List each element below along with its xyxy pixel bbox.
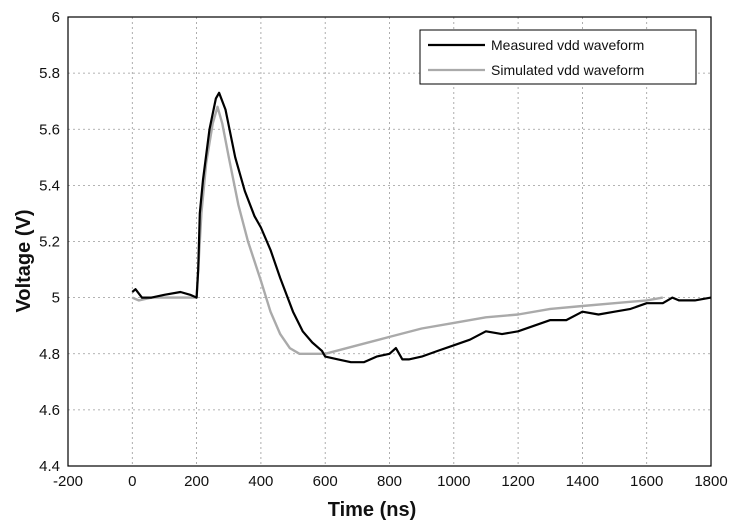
x-tick-label: 1400 <box>566 473 599 490</box>
y-tick-label: 5.6 <box>39 121 60 138</box>
x-tick-label: -200 <box>53 473 83 490</box>
y-tick-label: 4.8 <box>39 346 60 363</box>
legend-label-simulated: Simulated vdd waveform <box>491 62 644 78</box>
y-tick-label: 4.4 <box>39 458 60 475</box>
legend: Measured vdd waveform Simulated vdd wave… <box>419 29 697 85</box>
y-tick-label: 5 <box>52 290 60 307</box>
legend-box <box>419 29 697 85</box>
x-axis-title: Time (ns) <box>328 499 417 521</box>
x-tick-label: 1000 <box>437 473 470 490</box>
y-tick-label: 5.2 <box>39 234 60 251</box>
x-tick-label: 0 <box>128 473 136 490</box>
y-axis-title: Voltage (V) <box>13 210 35 313</box>
y-tick-label: 5.4 <box>39 177 60 194</box>
series-line-measured <box>131 91 712 364</box>
legend-label-measured: Measured vdd waveform <box>491 37 644 53</box>
y-tick-label: 4.6 <box>39 402 60 419</box>
series-layer <box>131 91 712 364</box>
x-tick-label: 1600 <box>630 473 663 490</box>
x-tick-label: 1800 <box>694 473 727 490</box>
x-tick-label: 1200 <box>501 473 534 490</box>
y-tick-label: 5.8 <box>39 65 60 82</box>
x-tick-label: 400 <box>248 473 273 490</box>
tick-labels: -200 0 200 400 600 800 1000 1200 1400 1600 1800 4.4… <box>39 9 728 490</box>
x-tick-label: 200 <box>184 473 209 490</box>
plot-frame <box>67 16 712 467</box>
x-tick-label: 800 <box>377 473 402 490</box>
x-tick-label: 600 <box>313 473 338 490</box>
series-line-simulated <box>131 105 664 355</box>
y-tick-label: 6 <box>52 9 60 26</box>
